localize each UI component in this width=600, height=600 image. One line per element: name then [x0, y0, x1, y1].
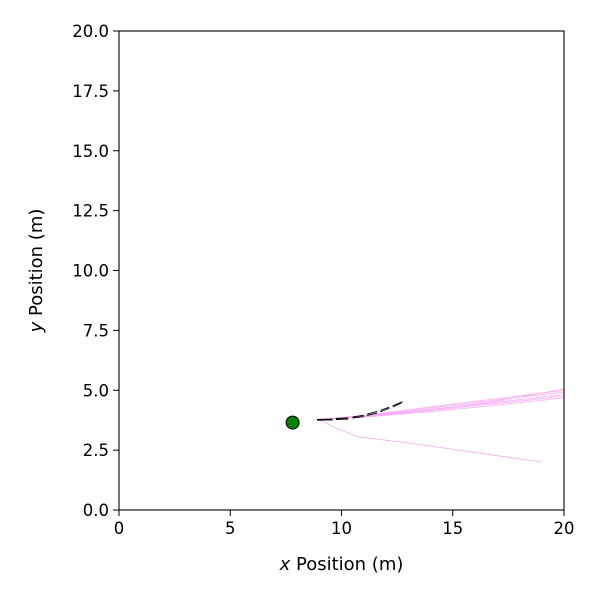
- y-axis-ticks: 0.0 2.5 5.0 7.5 10.0 12.5 15.0 17.5 20.0: [72, 22, 119, 520]
- plot-frame: [118, 30, 565, 511]
- y-tick-label: 5.0: [83, 381, 109, 400]
- dashed-path-segment: [366, 410, 378, 415]
- y-tick-label: 12.5: [72, 202, 109, 221]
- dashed-path-segment: [352, 414, 364, 418]
- x-axis-ticks: 0 5 10 15 20: [114, 510, 575, 538]
- y-axis-label-var: y: [26, 321, 47, 333]
- dashed-path-segment: [352, 416, 364, 419]
- x-axis-label: x Position (m): [279, 554, 404, 575]
- trajectory-line: [319, 419, 542, 463]
- y-tick-label: 10.0: [72, 262, 109, 281]
- trajectory-line: [319, 388, 564, 420]
- dashed-path-segment: [392, 401, 403, 407]
- dashed-path-segment: [380, 407, 390, 413]
- dashed-path-segment: [392, 402, 402, 408]
- x-tick-label: 20: [554, 519, 575, 538]
- dashed-path-segment: [366, 412, 378, 416]
- dashed-path-segment: [335, 417, 349, 419]
- dashed-path-segment: [335, 418, 349, 420]
- x-tick-label: 0: [114, 519, 125, 538]
- data-layer: [285, 388, 564, 463]
- y-tick-label: 7.5: [83, 321, 109, 340]
- x-axis-label-text: Position (m): [290, 554, 403, 575]
- y-tick-label: 2.5: [83, 441, 109, 460]
- y-tick-label: 0.0: [83, 501, 109, 520]
- y-tick-label: 20.0: [72, 22, 109, 41]
- y-tick-label: 17.5: [72, 82, 109, 101]
- y-axis-label-text: Position (m): [26, 209, 47, 322]
- trajectory-line: [319, 389, 564, 420]
- x-tick-label: 10: [331, 519, 352, 538]
- y-tick-label: 15.0: [72, 142, 109, 161]
- dashed-path-segment: [380, 406, 390, 411]
- x-tick-label: 5: [225, 519, 236, 538]
- x-axis-label-var: x: [279, 554, 291, 575]
- position-marker: [285, 415, 300, 430]
- x-tick-label: 15: [442, 519, 463, 538]
- y-axis-label: y Position (m): [26, 209, 47, 334]
